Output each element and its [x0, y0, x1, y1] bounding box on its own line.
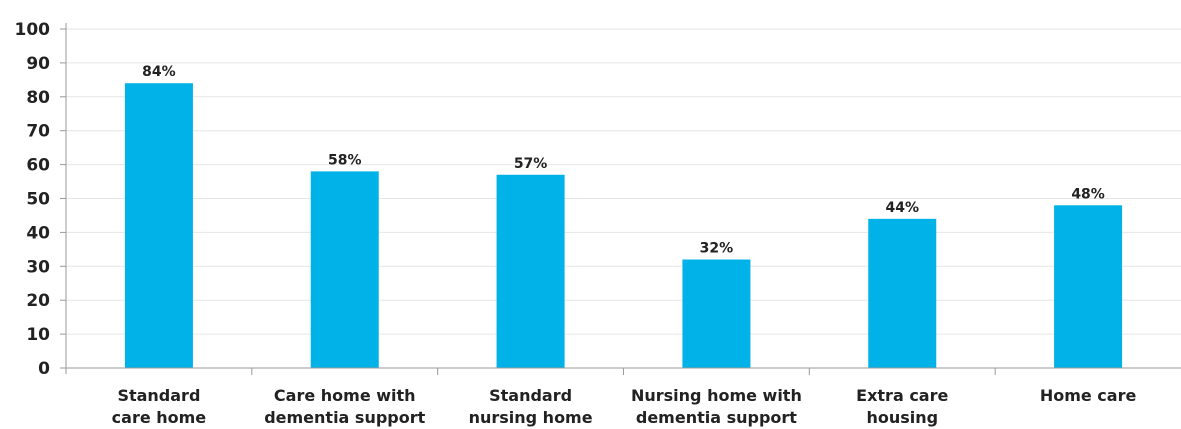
- y-tick-label: 80: [26, 88, 50, 108]
- data-label: 84%: [142, 64, 176, 80]
- gridlines: [66, 28, 1181, 335]
- bar: [124, 83, 193, 369]
- y-tick-label: 10: [26, 325, 50, 345]
- y-tick-label: 30: [26, 257, 50, 277]
- x-tick-label-line: dementia support: [636, 408, 797, 427]
- x-tick-label: Home care: [1040, 386, 1137, 405]
- bar: [496, 174, 565, 368]
- data-label: 58%: [328, 152, 362, 168]
- y-tick-label: 60: [26, 156, 50, 176]
- y-tick-label: 70: [26, 122, 50, 142]
- data-label: 57%: [514, 156, 548, 172]
- x-tick-label-line: Standard: [489, 386, 572, 405]
- x-axis: Standard care home Care home with dementia …: [66, 367, 1181, 427]
- x-tick-label: Care home with dementia support: [264, 386, 425, 427]
- x-tick-label-line: Home care: [1040, 386, 1137, 405]
- y-tick-label: 50: [26, 190, 50, 210]
- x-tick-label-line: care home: [112, 408, 207, 427]
- x-tick-label: Extra care housing: [856, 386, 948, 427]
- x-tick-label-line: Standard: [117, 386, 200, 405]
- y-tick-label: 0: [38, 359, 50, 379]
- x-tick-label-line: nursing home: [469, 408, 593, 427]
- x-tick-label: Standard care home: [112, 386, 207, 427]
- data-label: 32%: [700, 241, 734, 257]
- y-tick-label: 100: [15, 20, 51, 40]
- y-axis: 0 10 20 30 40 50 60 70 80 90 100: [15, 20, 67, 379]
- data-label: 48%: [1071, 186, 1105, 202]
- x-tick-label: Standard nursing home: [469, 386, 593, 427]
- x-tick-label: Nursing home with dementia support: [631, 386, 802, 427]
- x-tick-label-line: Extra care: [856, 386, 948, 405]
- y-tick-label: 90: [26, 54, 50, 74]
- x-tick-label-line: Care home with: [274, 386, 416, 405]
- x-tick-label-line: housing: [866, 408, 938, 427]
- y-tick-label: 20: [26, 291, 50, 311]
- bar: [310, 171, 379, 368]
- data-label: 44%: [885, 200, 919, 216]
- x-tick-label-line: dementia support: [264, 408, 425, 427]
- y-tick-label: 40: [26, 223, 50, 243]
- x-tick-label-line: Nursing home with: [631, 386, 802, 405]
- bar: [682, 259, 751, 368]
- bar: [1054, 205, 1123, 368]
- bars: 84% 58% 57% 32% 44% 48%: [124, 64, 1123, 369]
- bar: [868, 218, 937, 368]
